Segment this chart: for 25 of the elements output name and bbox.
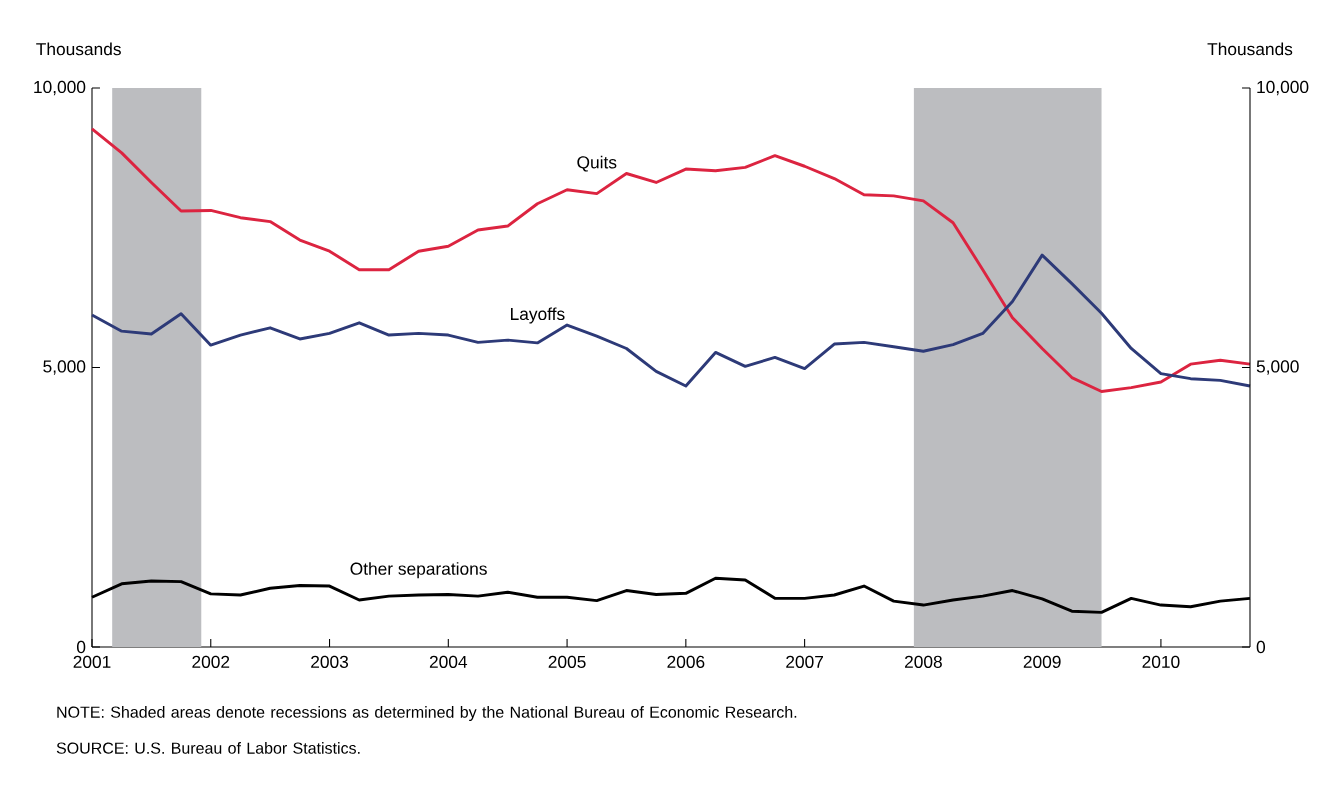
y-tick-label: 10,000 bbox=[34, 80, 86, 96]
line-series bbox=[90, 127, 1252, 393]
y-axis-title: Thousands bbox=[36, 42, 121, 56]
source-note: SOURCE: U.S. Bureau of Labor Statistics. bbox=[56, 742, 360, 754]
series-label: Quits bbox=[577, 155, 617, 172]
x-tick-label: 2008 bbox=[904, 655, 942, 668]
y-tick-label: 5,000 bbox=[43, 360, 86, 375]
x-tick-label: 2004 bbox=[429, 655, 468, 668]
series-label: Layoffs bbox=[511, 307, 565, 324]
x-tick-label: 2005 bbox=[548, 655, 586, 668]
y-tick-label: 0 bbox=[76, 640, 86, 654]
y2-tick-label: 0 bbox=[1256, 640, 1266, 654]
y2-tick-label: 10,000 bbox=[1257, 80, 1309, 96]
x-tick-label: 2002 bbox=[192, 655, 230, 668]
x-tick-label: 2007 bbox=[786, 655, 824, 668]
x-tick-label: 2009 bbox=[1023, 655, 1061, 668]
y2-tick-label: 5,000 bbox=[1256, 360, 1299, 375]
x-tick-label: 2006 bbox=[667, 655, 705, 668]
line-series bbox=[90, 253, 1252, 388]
x-tick-label: 2003 bbox=[311, 655, 349, 668]
y2-axis-title: Thousands bbox=[1207, 42, 1293, 56]
series-label: Other separations bbox=[350, 562, 487, 579]
x-tick-label: 2001 bbox=[73, 655, 111, 668]
text: NOTE: Shaded areas denote recessions as determined by the National Bureau of Economic Research. bbox=[57, 706, 797, 721]
x-tick-label: 2010 bbox=[1142, 655, 1180, 668]
